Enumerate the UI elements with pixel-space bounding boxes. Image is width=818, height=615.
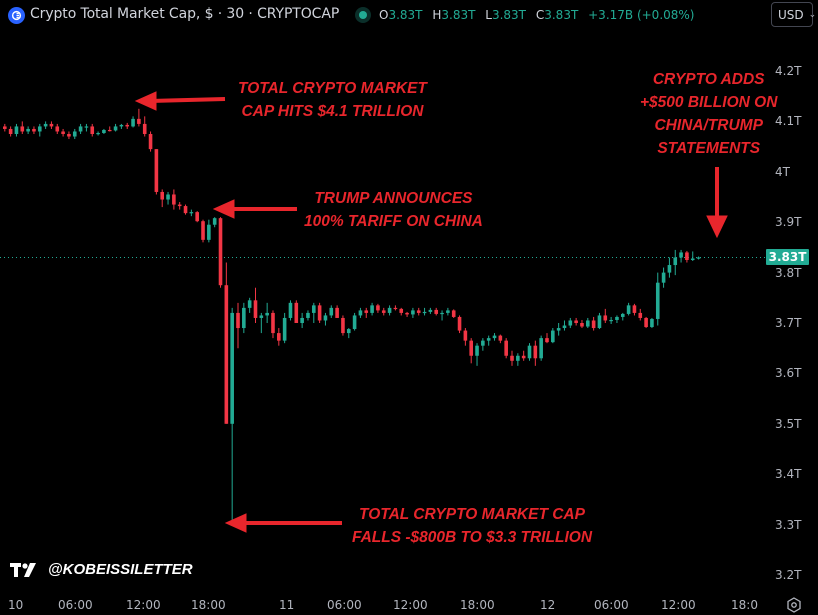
close-label: C: [535, 8, 545, 22]
price-tick-label: 3.7T: [775, 316, 802, 330]
currency-label: USD: [778, 7, 804, 22]
annotation-tariff: TRUMP ANNOUNCES 100% TARIFF ON CHINA: [304, 190, 483, 230]
time-tick-label: 06:00: [58, 598, 93, 612]
price-tick-label: 3.6T: [775, 366, 802, 381]
price-tick-label: 4.2T: [775, 64, 802, 78]
price-tick-label: 4.1T: [775, 114, 802, 129]
low-label: L: [485, 8, 492, 22]
price-tick-label: 3.2T: [775, 568, 802, 582]
arrow-left-icon: [212, 199, 297, 219]
high-value: 3.83T: [441, 8, 476, 22]
time-tick-label: 06:00: [594, 598, 629, 612]
time-tick-label: 18:00: [460, 598, 495, 612]
candles: [3, 108, 701, 525]
time-tick-label: 06:00: [327, 598, 362, 612]
annotation-crash: TOTAL CRYPTO MARKET CAP FALLS -$800B TO …: [352, 506, 593, 546]
ohlc-legend: O3.83T H3.83T L3.83T C3.83T +3.17B (+0.0…: [379, 8, 694, 22]
currency-select[interactable]: USD ⌄: [771, 2, 816, 27]
annotation-peak: TOTAL CRYPTO MARKET CAP HITS $4.1 TRILLI…: [238, 80, 427, 120]
arrow-left-icon: [134, 91, 226, 111]
price-tick-label: 3.9T: [775, 215, 802, 230]
price-tick-label: 3.8T: [775, 265, 802, 280]
price-tick-label: 3.5T: [775, 416, 802, 431]
low-value: 3.83T: [491, 8, 527, 22]
time-tick-label: 18:00: [191, 598, 226, 612]
price-tick-label: 4T: [775, 164, 790, 179]
change-value: +3.17B (+0.08%): [588, 8, 695, 22]
time-tick-label: 12: [540, 598, 556, 612]
open-label: O: [379, 8, 389, 22]
tradingview-logo-icon: [10, 562, 36, 577]
market-open-dot-icon: [355, 7, 371, 23]
time-tick-label: 18:0: [731, 598, 758, 612]
time-tick-label: 10: [8, 598, 24, 612]
settings-gear-icon[interactable]: [786, 597, 802, 613]
arrow-left-icon: [224, 513, 342, 533]
time-tick-label: 11: [279, 598, 295, 612]
chevron-down-icon: ⌄: [808, 9, 817, 20]
time-tick-label: 12:00: [661, 598, 696, 612]
time-tick-label: 12:00: [126, 598, 161, 612]
watermark: @KOBEISSILETTER: [10, 561, 193, 578]
price-tick-label: 3.3T: [775, 517, 802, 532]
chart-header: Crypto Total Market Cap, $ · 30 · CRYPTO…: [0, 0, 818, 32]
close-value: 3.83T: [544, 8, 579, 22]
watermark-handle: @KOBEISSILETTER: [48, 561, 193, 578]
open-value: 3.83T: [388, 8, 423, 22]
annotation-rebound: CRYPTO ADDS +$500 BILLION ON CHINA/TRUMP…: [640, 71, 778, 157]
price-tick-label: 3.4T: [775, 467, 802, 482]
high-label: H: [432, 8, 442, 22]
cryptocap-logo-icon: [8, 7, 25, 24]
symbol-title[interactable]: Crypto Total Market Cap, $ · 30 · CRYPTO…: [30, 6, 340, 22]
annotation-arrows: [134, 91, 728, 533]
last-price-tag: 3.83T: [766, 249, 809, 265]
arrow-down-icon: [706, 167, 728, 239]
time-tick-label: 12:00: [393, 598, 428, 612]
